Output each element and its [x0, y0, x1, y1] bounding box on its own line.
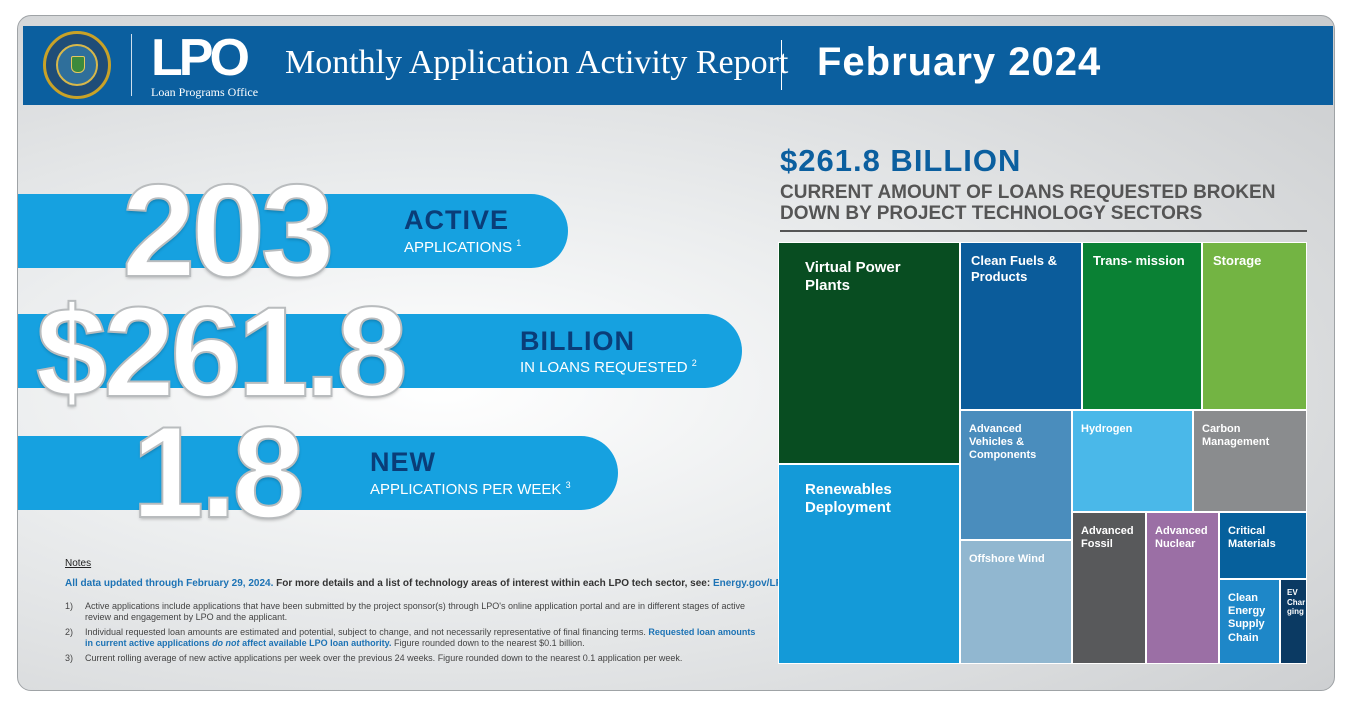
stat-headline-loans: BILLION	[520, 326, 635, 356]
lpo-logo: LPO	[151, 29, 250, 87]
stat-headline-active: ACTIVE	[404, 205, 510, 235]
header-divider	[131, 34, 132, 96]
breakdown-amount: $261.8 BILLION	[780, 143, 1022, 178]
doe-seal-icon	[43, 31, 111, 99]
stat-number-weekly: 1.8	[131, 399, 306, 545]
stat-label-loans: IN LOANS REQUESTED 2	[520, 358, 697, 376]
sector-transmission: Trans- mission	[1082, 242, 1202, 410]
notes-lead: All data updated through February 29, 20…	[65, 578, 823, 589]
sector-advanced-nuclear: Advanced Nuclear	[1146, 512, 1219, 664]
breakdown-subtitle: CURRENT AMOUNT OF LOANS REQUESTED BROKEN…	[780, 182, 1276, 224]
report-title: Monthly Application Activity Report	[285, 44, 789, 81]
stat-bar-active	[18, 194, 568, 268]
sector-offshore-wind: Offshore Wind	[960, 540, 1072, 664]
stat-label-weekly: APPLICATIONS PER WEEK 3	[370, 480, 571, 498]
maar-link[interactable]: Energy.gov/LPO/MAAR	[712, 578, 823, 589]
report-date: February 2024	[817, 40, 1102, 84]
sector-virtual-power-plants: Virtual Power Plants	[778, 242, 960, 464]
note-1: 1) Active applications include applicati…	[65, 601, 745, 622]
note-2: 2) Individual requested loan amounts are…	[65, 627, 756, 648]
stat-number-loans: $261.8	[35, 281, 408, 424]
stat-number-active: 203	[121, 157, 335, 304]
sector-hydrogen: Hydrogen	[1072, 410, 1193, 512]
note-3: 3) Current rolling average of new active…	[65, 653, 683, 663]
stat-bar-loans	[18, 314, 742, 388]
sector-renewables-deployment: Renewables Deployment	[778, 464, 960, 664]
sector-ev-charging: EV Char ging	[1280, 579, 1307, 664]
sector-storage: Storage	[1202, 242, 1307, 410]
lpo-logo-subtitle: Loan Programs Office	[151, 85, 259, 99]
notes-title: Notes	[65, 558, 92, 569]
stat-bar-weekly	[18, 436, 618, 510]
sector-critical-materials: Critical Materials	[1219, 512, 1307, 579]
stat-headline-weekly: NEW	[370, 447, 436, 477]
sector-clean-energy-supply-chain: Clean Energy Supply Chain	[1219, 579, 1280, 664]
header-banner: LPO Loan Programs Office Monthly Applica…	[23, 26, 1333, 105]
header-divider-2	[781, 40, 782, 90]
breakdown-rule	[780, 230, 1307, 232]
sector-clean-fuels: Clean Fuels & Products	[960, 242, 1082, 410]
sector-advanced-vehicles: Advanced Vehicles & Components	[960, 410, 1072, 540]
stat-label-active: APPLICATIONS 1	[404, 238, 522, 256]
sector-advanced-fossil: Advanced Fossil	[1072, 512, 1146, 664]
sector-carbon-management: Carbon Management	[1193, 410, 1307, 512]
